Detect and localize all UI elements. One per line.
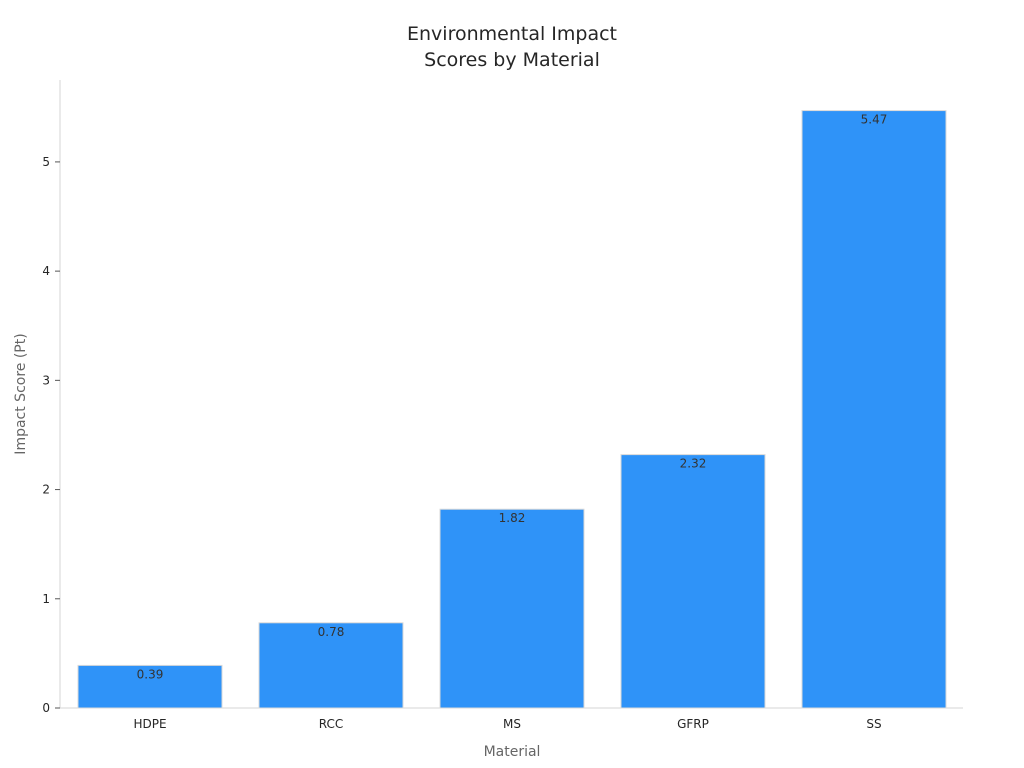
data-label-ss: 5.47 [861, 113, 888, 127]
bar-rcc [258, 622, 404, 709]
bar-gfrp [620, 454, 766, 709]
y-axis-label: Impact Score (Pt) [13, 333, 29, 454]
y-tick-label-0: 0 [42, 701, 50, 715]
data-label-gfrp: 2.32 [680, 457, 707, 471]
bar-ss [801, 110, 947, 709]
y-tick-label-2: 2 [42, 483, 50, 497]
chart-title-line-1: Environmental Impact [407, 23, 617, 45]
bars-group: 0.39 0.78 1.82 2.32 5.47 [77, 110, 947, 709]
x-tick-label-hdpe: HDPE [133, 717, 166, 731]
y-tick-label-5: 5 [42, 155, 50, 169]
bar-hdpe [77, 664, 223, 709]
y-tick-label-4: 4 [42, 264, 50, 278]
chart-title-line-2: Scores by Material [424, 49, 600, 71]
y-tick-label-3: 3 [42, 373, 50, 387]
y-ticks-group: 0 1 2 3 4 5 [42, 155, 60, 715]
x-tick-label-gfrp: GFRP [677, 717, 709, 731]
data-label-rcc: 0.78 [318, 625, 345, 639]
data-label-hdpe: 0.39 [137, 667, 164, 681]
x-tick-label-ss: SS [866, 717, 881, 731]
x-axis-label: Material [484, 744, 541, 760]
x-ticks-group: HDPE RCC MS GFRP SS [133, 717, 881, 731]
x-tick-label-ms: MS [503, 717, 521, 731]
data-label-ms: 1.82 [499, 511, 526, 525]
y-tick-label-1: 1 [42, 592, 50, 606]
bar-ms [439, 508, 585, 709]
x-tick-label-rcc: RCC [319, 717, 344, 731]
